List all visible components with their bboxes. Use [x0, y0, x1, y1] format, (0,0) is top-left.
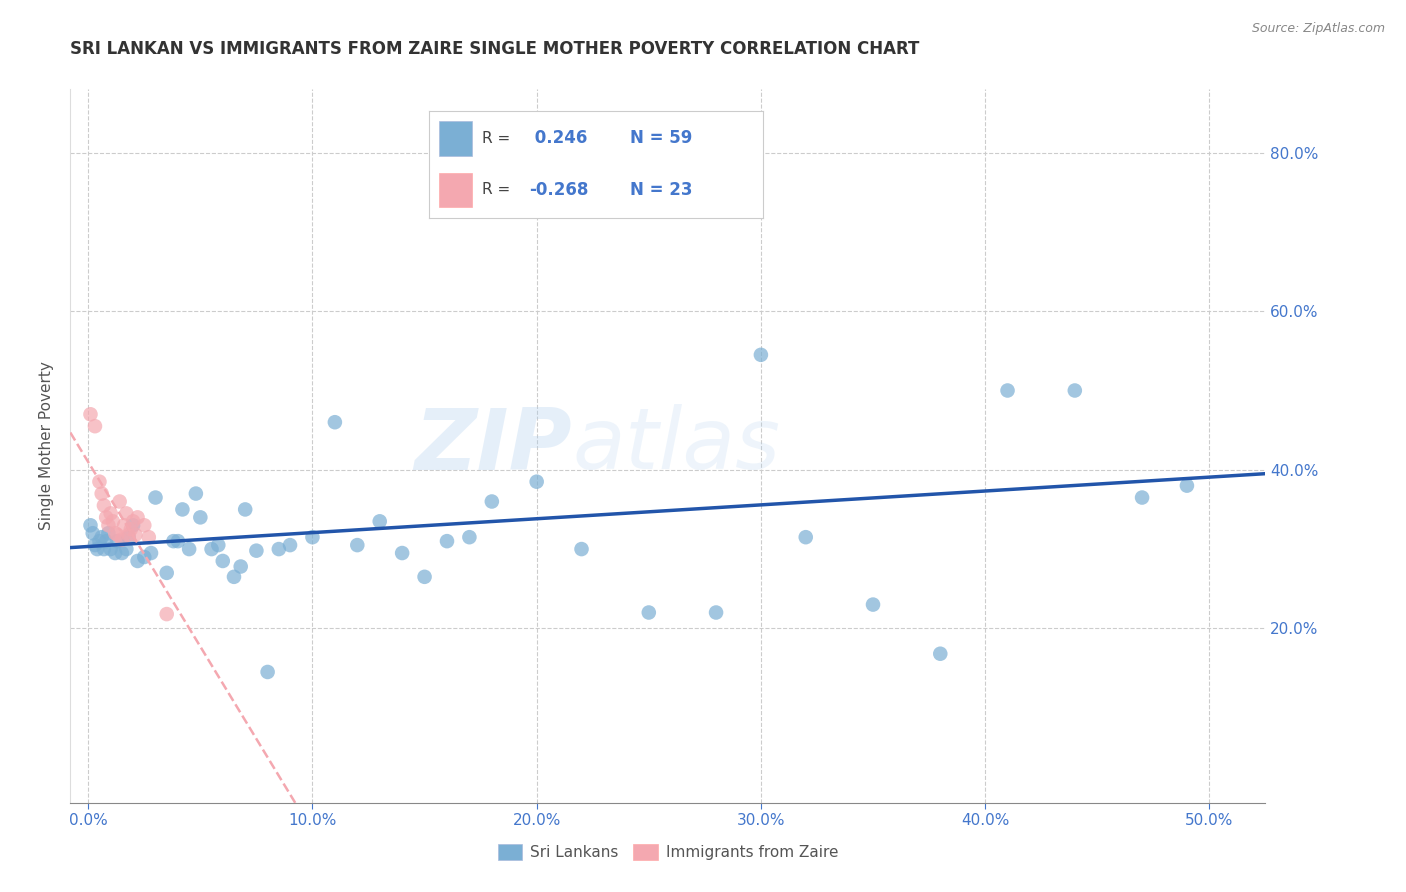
- Point: [413, 570, 436, 584]
- Point: [233, 502, 256, 516]
- Point: [93, 542, 115, 557]
- Point: [124, 528, 146, 542]
- Point: [458, 530, 481, 544]
- Point: [84, 538, 107, 552]
- Point: [346, 538, 368, 552]
- Point: [89, 534, 111, 549]
- Point: [104, 526, 127, 541]
- Point: [278, 538, 301, 552]
- Legend: Sri Lankans, Immigrants from Zaire: Sri Lankans, Immigrants from Zaire: [492, 838, 844, 866]
- Point: [115, 542, 138, 557]
- Point: [134, 518, 156, 533]
- Point: [571, 542, 593, 557]
- Point: [111, 546, 134, 560]
- Point: [188, 510, 211, 524]
- Point: [112, 518, 135, 533]
- Point: [82, 526, 104, 541]
- Point: [117, 530, 139, 544]
- Point: [105, 528, 128, 542]
- Point: [79, 518, 101, 533]
- Point: [108, 494, 131, 508]
- Point: [138, 530, 160, 544]
- Point: [127, 510, 149, 524]
- Point: [436, 534, 458, 549]
- Point: [704, 606, 727, 620]
- Text: ZIP: ZIP: [415, 404, 572, 488]
- Point: [90, 530, 112, 544]
- Point: [548, 201, 571, 215]
- Point: [156, 607, 179, 621]
- Text: SRI LANKAN VS IMMIGRANTS FROM ZAIRE SINGLE MOTHER POVERTY CORRELATION CHART: SRI LANKAN VS IMMIGRANTS FROM ZAIRE SING…: [70, 40, 920, 58]
- Point: [96, 510, 118, 524]
- Point: [120, 522, 142, 536]
- Point: [104, 546, 127, 560]
- Point: [96, 534, 118, 549]
- Point: [100, 507, 122, 521]
- Point: [184, 486, 207, 500]
- Point: [1130, 491, 1153, 505]
- Point: [122, 514, 145, 528]
- Point: [481, 494, 503, 508]
- Point: [127, 554, 149, 568]
- Point: [172, 502, 194, 516]
- Point: [179, 542, 201, 557]
- Point: [637, 606, 659, 620]
- Point: [207, 538, 229, 552]
- Point: [211, 554, 233, 568]
- Point: [229, 559, 252, 574]
- Point: [101, 514, 124, 528]
- Point: [90, 486, 112, 500]
- Point: [245, 543, 267, 558]
- Y-axis label: Single Mother Poverty: Single Mother Poverty: [39, 361, 55, 531]
- Point: [1063, 384, 1085, 398]
- Point: [749, 348, 772, 362]
- Point: [139, 546, 162, 560]
- Point: [100, 542, 122, 557]
- Text: atlas: atlas: [572, 404, 780, 488]
- Point: [89, 475, 111, 489]
- Point: [122, 518, 145, 533]
- Point: [162, 534, 184, 549]
- Point: [862, 598, 884, 612]
- Point: [1175, 478, 1198, 492]
- Point: [145, 491, 167, 505]
- Point: [93, 499, 115, 513]
- Point: [323, 415, 346, 429]
- Point: [391, 546, 413, 560]
- Point: [368, 514, 391, 528]
- Point: [222, 570, 245, 584]
- Point: [794, 530, 817, 544]
- Point: [111, 533, 134, 547]
- Point: [84, 419, 107, 434]
- Point: [79, 407, 101, 421]
- Point: [105, 534, 128, 549]
- Point: [97, 518, 120, 533]
- Point: [167, 534, 190, 549]
- Point: [200, 542, 222, 557]
- Point: [117, 528, 139, 542]
- Point: [256, 665, 278, 679]
- Point: [929, 647, 952, 661]
- Point: [134, 549, 156, 564]
- Point: [86, 542, 108, 557]
- Text: Source: ZipAtlas.com: Source: ZipAtlas.com: [1251, 22, 1385, 36]
- Point: [156, 566, 179, 580]
- Point: [301, 530, 323, 544]
- Point: [97, 526, 120, 541]
- Point: [526, 475, 548, 489]
- Point: [115, 507, 138, 521]
- Point: [997, 384, 1019, 398]
- Point: [267, 542, 290, 557]
